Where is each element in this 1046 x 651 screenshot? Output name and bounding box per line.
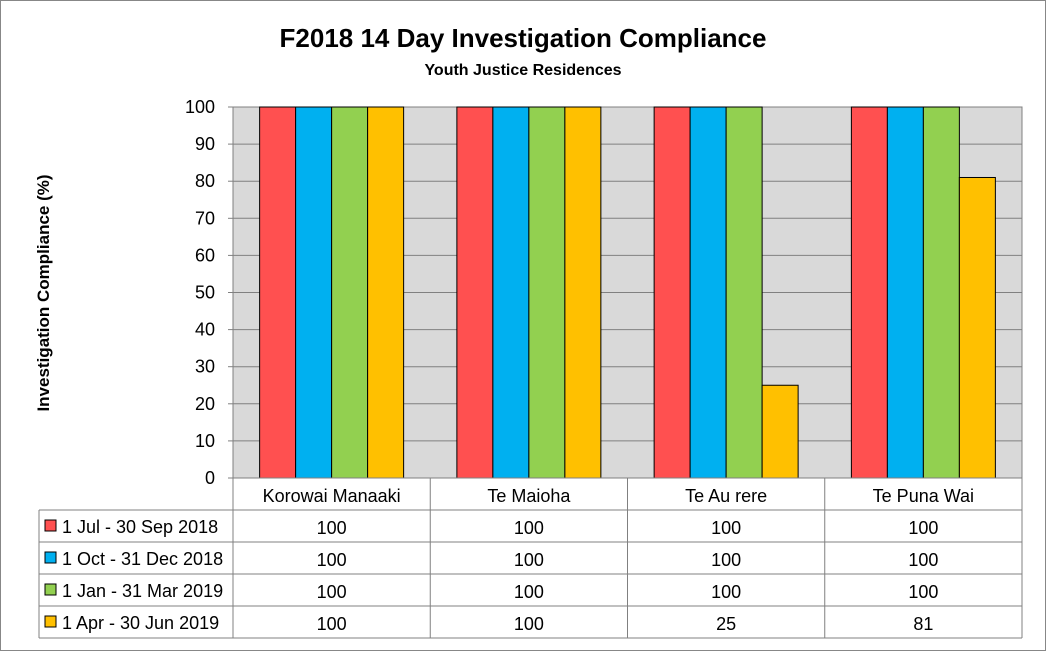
y-tick-label: 10 — [195, 431, 215, 451]
data-label: 100 — [711, 518, 741, 538]
legend-label: 1 Apr - 30 Jun 2019 — [62, 613, 219, 633]
category-label: Te Maioha — [487, 486, 571, 506]
data-label: 25 — [716, 614, 736, 634]
data-label: 100 — [711, 582, 741, 602]
y-tick-label: 30 — [195, 357, 215, 377]
bar — [653, 106, 691, 479]
y-tick-label: 100 — [185, 97, 215, 117]
y-tick-label: 80 — [195, 171, 215, 191]
data-label: 100 — [317, 582, 347, 602]
data-label: 81 — [913, 614, 933, 634]
bar — [528, 106, 566, 479]
legend-key — [44, 583, 57, 596]
data-label: 100 — [908, 518, 938, 538]
bar — [456, 106, 494, 479]
y-tick-label: 90 — [195, 134, 215, 154]
chart-title: F2018 14 Day Investigation Compliance — [280, 23, 767, 53]
y-tick-label: 20 — [195, 394, 215, 414]
legend-label: 1 Jan - 31 Mar 2019 — [62, 581, 223, 601]
y-tick-label: 0 — [205, 468, 215, 488]
legend-key — [44, 615, 57, 628]
plot-area: 0 10 20 30 40 50 60 70 80 90 100 — [185, 97, 1023, 488]
data-table: Korowai Manaaki Te Maioha Te Au rere Te Pun… — [38, 477, 1023, 639]
bar — [850, 106, 888, 479]
data-label: 100 — [514, 614, 544, 634]
data-label: 100 — [317, 518, 347, 538]
y-tick-label: 60 — [195, 245, 215, 265]
bar — [492, 106, 530, 479]
bar — [922, 106, 960, 479]
data-label: 100 — [908, 582, 938, 602]
legend-key — [44, 551, 57, 564]
data-label: 100 — [711, 550, 741, 570]
bar — [564, 106, 602, 479]
bar — [689, 106, 727, 479]
category-label: Te Au rere — [685, 486, 767, 506]
bar — [725, 106, 763, 479]
y-axis-label: Investigation Compliance (%) — [34, 174, 53, 411]
y-tick-label: 70 — [195, 208, 215, 228]
bar — [367, 106, 405, 479]
legend-label: 1 Oct - 31 Dec 2018 — [62, 549, 223, 569]
data-label: 100 — [514, 582, 544, 602]
legend-label: 1 Jul - 30 Sep 2018 — [62, 517, 218, 537]
bar — [259, 106, 297, 479]
bar — [886, 106, 924, 479]
y-tick-label: 50 — [195, 283, 215, 303]
bar — [295, 106, 333, 479]
data-label: 100 — [514, 518, 544, 538]
legend-key — [44, 519, 57, 532]
category-label: Te Puna Wai — [873, 486, 974, 506]
bar — [761, 384, 799, 479]
data-label: 100 — [317, 550, 347, 570]
bar — [958, 176, 996, 479]
data-label: 100 — [908, 550, 938, 570]
data-label: 100 — [317, 614, 347, 634]
chart-subtitle: Youth Justice Residences — [424, 62, 621, 79]
category-label: Korowai Manaaki — [263, 486, 401, 506]
bar — [331, 106, 369, 479]
data-label: 100 — [514, 550, 544, 570]
y-tick-label: 40 — [195, 320, 215, 340]
